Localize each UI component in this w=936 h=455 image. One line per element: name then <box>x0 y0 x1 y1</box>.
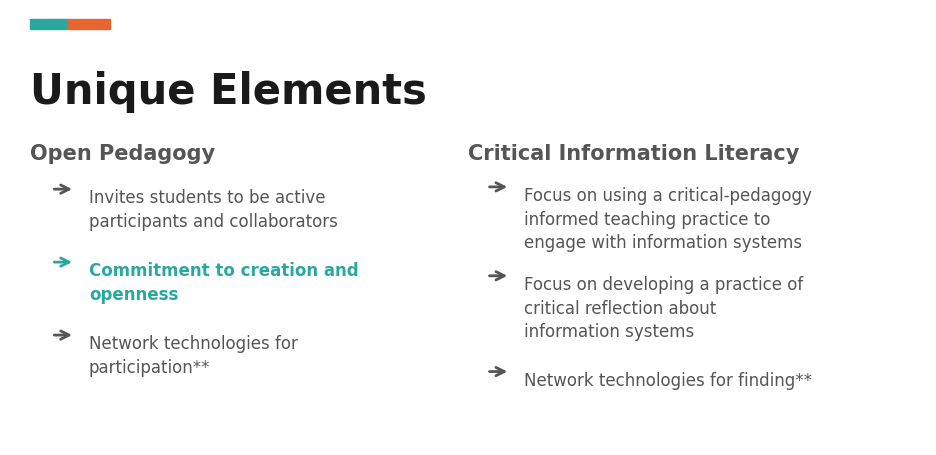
Text: Focus on developing a practice of: Focus on developing a practice of <box>524 275 803 293</box>
Text: Focus on using a critical-pedagogy: Focus on using a critical-pedagogy <box>524 187 812 204</box>
Bar <box>30 20 68 30</box>
Text: openness: openness <box>89 285 178 303</box>
Text: participation**: participation** <box>89 358 211 376</box>
Text: informed teaching practice to: informed teaching practice to <box>524 210 770 228</box>
Text: information systems: information systems <box>524 323 695 340</box>
Text: Open Pedagogy: Open Pedagogy <box>30 143 215 163</box>
Text: Invites students to be active: Invites students to be active <box>89 189 326 207</box>
Bar <box>68 20 110 30</box>
Text: Commitment to creation and: Commitment to creation and <box>89 262 358 279</box>
Text: Critical Information Literacy: Critical Information Literacy <box>468 143 799 163</box>
Text: Network technologies for finding**: Network technologies for finding** <box>524 371 812 389</box>
Text: Unique Elements: Unique Elements <box>30 71 427 112</box>
Text: engage with information systems: engage with information systems <box>524 234 802 252</box>
Text: Network technologies for: Network technologies for <box>89 334 298 352</box>
Text: participants and collaborators: participants and collaborators <box>89 212 338 230</box>
Text: critical reflection about: critical reflection about <box>524 299 716 317</box>
